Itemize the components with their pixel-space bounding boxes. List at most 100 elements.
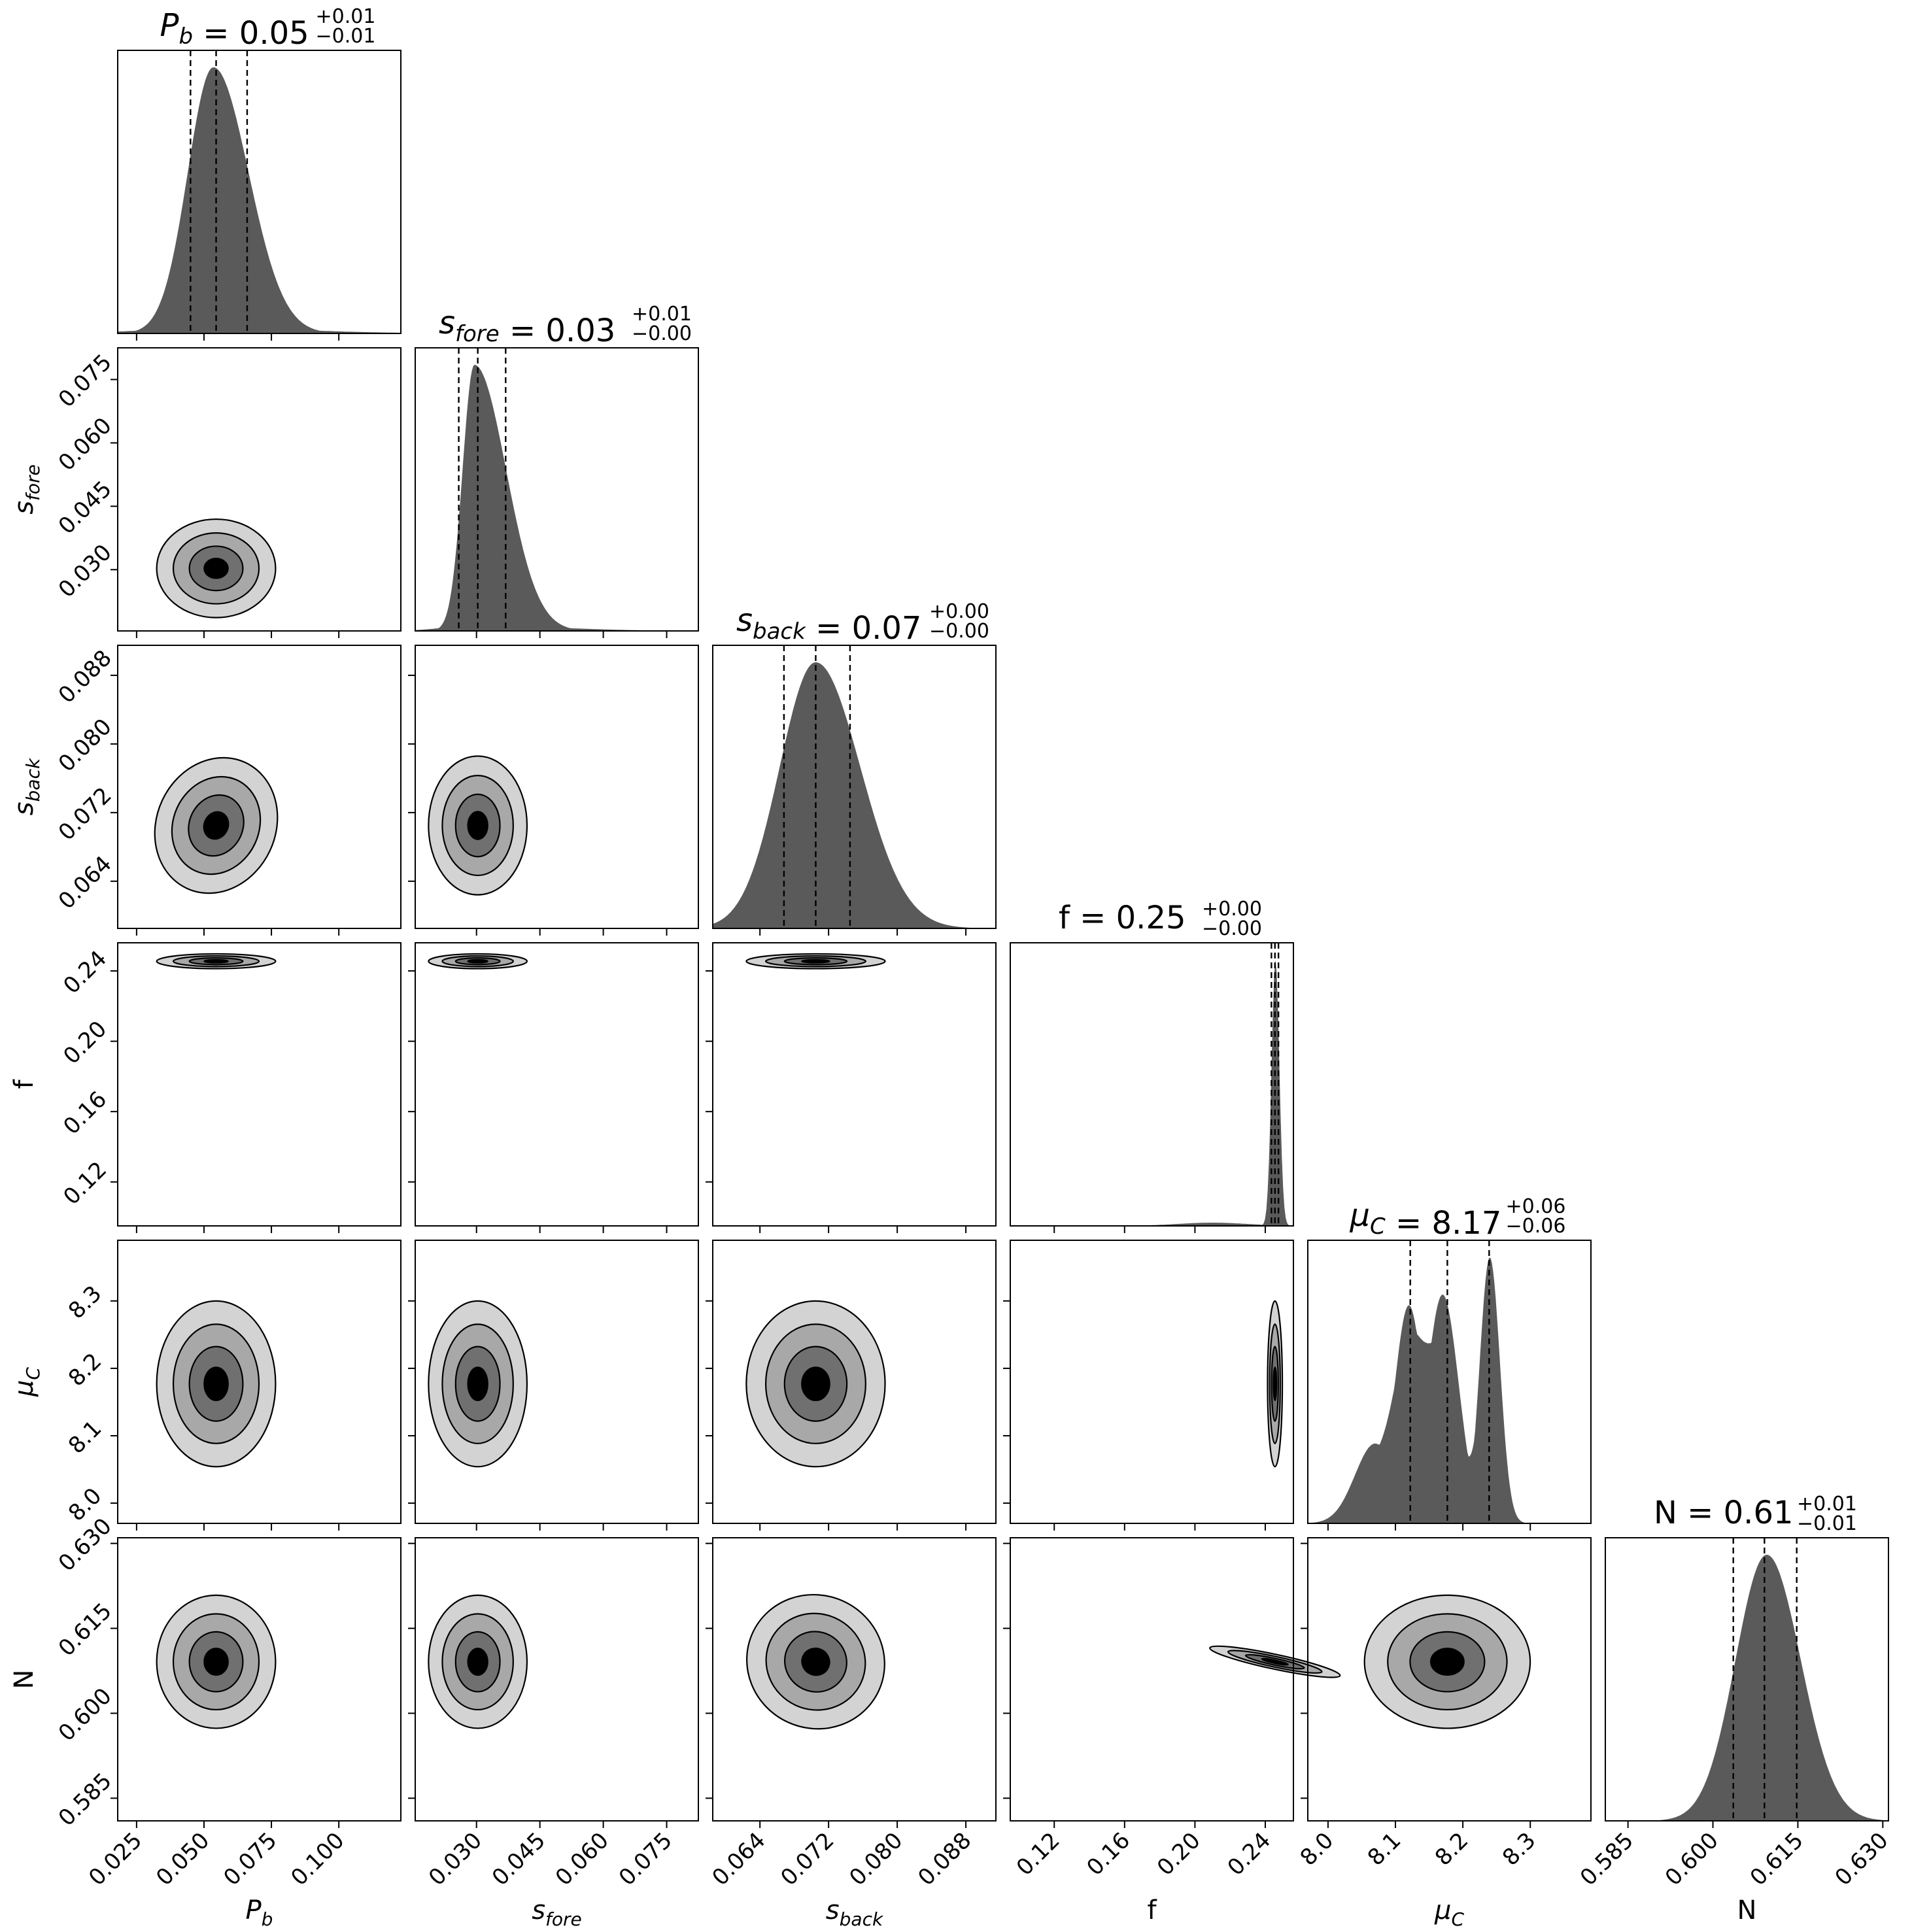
contour-level-3 (801, 1648, 830, 1676)
contour-level-3 (203, 1366, 229, 1401)
contour-level-3 (1272, 1366, 1278, 1401)
x-tick-label-n-0: 0.585 (1575, 1827, 1639, 1891)
hist-panel-muc: μC = 8.17 +0.06−0.06 (1307, 1195, 1592, 1531)
contour-panel-sfore-muc (408, 1240, 699, 1531)
panel-frame (712, 1240, 997, 1524)
contour-panel-sback-n: 0.064 0.072 0.080 0.088 sback (706, 1537, 997, 1930)
x-tick-label-muc-0: 8.0 (1295, 1827, 1339, 1871)
panel-frame (117, 942, 401, 1227)
title-minus-n: −0.01 (1797, 1512, 1857, 1535)
contour-level-3 (801, 958, 830, 964)
x-tick-label-sback-0: 0.064 (707, 1827, 770, 1891)
y-tick-label-n-1: 0.600 (54, 1683, 117, 1746)
hist-panel-sfore: sfore = 0.03 +0.01−0.00 (415, 303, 699, 638)
panel-frame (1605, 1537, 1889, 1822)
y-tick-label-sfore-1: 0.045 (54, 476, 117, 539)
contour-level-3 (1261, 1657, 1289, 1666)
panel-frame (117, 50, 401, 334)
density-n (1605, 1555, 1888, 1821)
y-tick-label-f-3: 0.24 (58, 945, 112, 999)
panel-frame (1307, 1537, 1592, 1822)
x-axis-label-muc: μC (1434, 1895, 1464, 1930)
title-plus-f: +0.00 (1202, 898, 1262, 921)
panel-frame (415, 347, 699, 632)
title-minus-pb: −0.01 (316, 25, 376, 48)
panel-frame (415, 1240, 699, 1524)
contour-level-3 (203, 558, 229, 579)
x-tick-label-muc-2: 8.2 (1430, 1827, 1474, 1871)
y-tick-label-sback-2: 0.080 (54, 714, 117, 777)
contour-level-3 (801, 1366, 830, 1401)
contour-level-3 (467, 1366, 488, 1401)
x-tick-label-n-1: 0.600 (1660, 1827, 1724, 1891)
x-axis-label-sback: sback (826, 1895, 884, 1930)
contour-panel-sfore-sback (408, 645, 699, 936)
contour-panel-sfore-n: 0.030 0.045 0.060 0.075 sfore (408, 1537, 699, 1930)
y-tick-label-sfore-3: 0.075 (54, 349, 117, 413)
y-axis-label-sback: sback (9, 757, 44, 815)
contour-level-3 (467, 811, 488, 840)
y-tick-label-f-1: 0.16 (58, 1087, 112, 1140)
y-tick-label-sback-0: 0.064 (54, 851, 117, 914)
contour-panel-pb-f: 0.12 0.16 0.20 0.24 f (9, 942, 401, 1233)
panel-frame (117, 1537, 401, 1822)
x-tick-label-n-3: 0.630 (1830, 1827, 1894, 1891)
title-minus-muc: −0.06 (1506, 1215, 1566, 1238)
y-tick-label-f-2: 0.20 (58, 1016, 112, 1070)
title-n: N = 0.61 (1654, 1495, 1794, 1531)
panel-frame (712, 942, 997, 1227)
contour-level-3 (203, 1648, 229, 1676)
title-plus-sfore: +0.01 (632, 303, 692, 326)
x-axis-label-n: N (1737, 1895, 1757, 1925)
panel-frame (415, 942, 699, 1227)
x-tick-label-pb-2: 0.075 (218, 1827, 282, 1891)
x-tick-label-n-2: 0.615 (1745, 1827, 1809, 1891)
x-axis-label-sfore: sfore (532, 1895, 582, 1930)
hist-panel-n: N = 0.61 +0.01−0.01 0.585 0.600 0.615 0.630 N (1575, 1493, 1894, 1925)
panel-frame (1010, 1537, 1294, 1822)
contour-panel-pb-n: 0.025 0.050 0.075 0.1000.5850.6000.6150.630… (9, 1513, 401, 1930)
title-plus-pb: +0.01 (316, 5, 376, 28)
x-tick-label-sback-3: 0.088 (913, 1827, 976, 1891)
y-tick-label-muc-3: 8.3 (63, 1281, 107, 1325)
title-plus-n: +0.01 (1797, 1493, 1857, 1516)
panel-frame (712, 645, 997, 929)
y-tick-label-n-2: 0.615 (54, 1598, 117, 1661)
x-tick-label-sfore-3: 0.075 (614, 1827, 677, 1891)
contour-level-3 (1430, 1648, 1465, 1676)
contour-panel-f-muc (1003, 1240, 1294, 1531)
title-muc: μC = 8.17 (1350, 1197, 1502, 1242)
title-plus-sback: +0.00 (929, 600, 989, 623)
title-pb: Pb = 0.05 (160, 7, 309, 52)
panel-frame (712, 1537, 997, 1822)
title-sback: sback = 0.07 (736, 602, 921, 647)
x-tick-label-muc-3: 8.3 (1497, 1827, 1541, 1871)
contour-panel-pb-muc: 8.08.18.28.3μC (9, 1240, 401, 1531)
title-minus-sback: −0.00 (929, 620, 989, 643)
x-tick-label-muc-1: 8.1 (1363, 1827, 1407, 1871)
y-axis-label-muc: μC (9, 1367, 44, 1397)
x-tick-label-f-1: 0.16 (1082, 1827, 1135, 1881)
panel-frame (1307, 1240, 1592, 1524)
y-tick-label-muc-2: 8.2 (63, 1348, 107, 1392)
x-tick-label-pb-3: 0.100 (286, 1827, 349, 1891)
panel-frame (415, 1537, 699, 1822)
y-tick-label-sback-1: 0.072 (54, 783, 117, 846)
density-sfore (415, 365, 698, 631)
x-axis-label-f: f (1147, 1895, 1157, 1925)
y-tick-label-sback-3: 0.088 (54, 645, 117, 709)
hist-panel-pb: Pb = 0.05 +0.01−0.01 (117, 5, 401, 341)
contour-level-3 (203, 811, 230, 840)
hist-panel-sback: sback = 0.07 +0.00−0.00 (712, 600, 997, 936)
contour-panel-muc-n: 8.0 8.1 8.2 8.3 μC (1295, 1537, 1592, 1930)
contour-level-3 (203, 958, 229, 964)
x-tick-label-f-3: 0.24 (1223, 1827, 1276, 1881)
density-sback (713, 662, 996, 928)
contour-panel-f-n: 0.12 0.16 0.20 0.24 f (1003, 1537, 1341, 1925)
panel-frame (1010, 942, 1294, 1227)
density-muc (1308, 1257, 1591, 1523)
x-tick-label-f-0: 0.12 (1012, 1827, 1065, 1881)
title-sfore: sfore = 0.03 (439, 305, 615, 349)
y-axis-label-sfore: sfore (9, 464, 44, 515)
